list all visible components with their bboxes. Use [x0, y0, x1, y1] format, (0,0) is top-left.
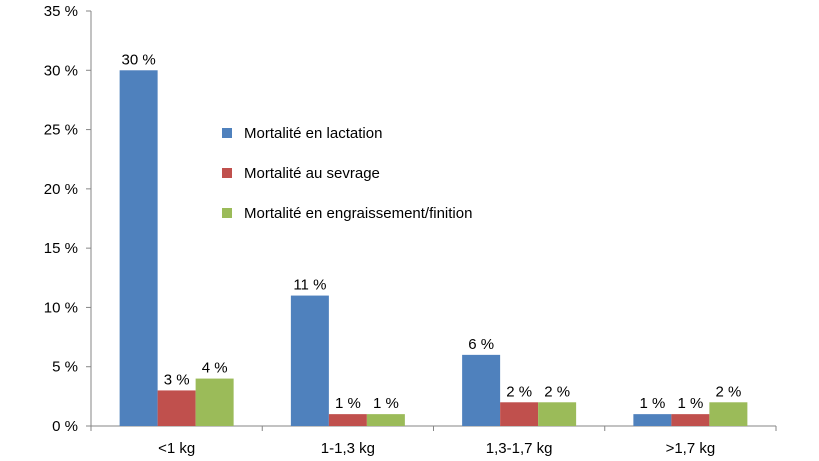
y-tick-label: 20 % — [44, 181, 78, 198]
data-label: 30 % — [122, 51, 156, 68]
data-label: 1 % — [335, 395, 361, 412]
bar-1-2 — [290, 295, 329, 426]
bars: 30 % 3 % 4 % 11 % 1 % 1 % 6 % 2 % 2 % 1 % 1 % 2 % — [119, 51, 748, 427]
bar-3-1 — [195, 378, 234, 426]
bar-1-1 — [119, 70, 158, 427]
data-label: 11 % — [293, 277, 326, 294]
bar-2-1 — [157, 390, 196, 426]
data-label: 2 % — [506, 383, 532, 400]
legend-label: Mortalité en lactation — [244, 125, 382, 142]
bar-2-3 — [500, 402, 539, 426]
data-label: 2 % — [544, 383, 570, 400]
bar-3-2 — [366, 414, 405, 426]
legend-swatch — [222, 208, 232, 218]
data-label: 1 % — [639, 395, 665, 412]
legend-swatch — [222, 168, 232, 178]
bar-3-3 — [538, 402, 577, 426]
data-label: 3 % — [164, 371, 190, 388]
data-label: 1 % — [677, 395, 703, 412]
bar-2-4 — [671, 414, 710, 426]
x-category-label: >1,7 kg — [666, 440, 716, 457]
y-tick-label: 35 % — [44, 3, 78, 20]
y-tick-label: 0 % — [52, 418, 78, 435]
bar-1-4 — [633, 414, 672, 426]
bar-1-3 — [462, 354, 501, 426]
data-label: 4 % — [202, 360, 228, 377]
y-tick-label: 25 % — [44, 122, 78, 139]
y-tick-label: 5 % — [52, 359, 78, 376]
bar-3-4 — [709, 402, 748, 426]
data-label: 1 % — [373, 395, 399, 412]
axes: 0 % 5 % 10 % 15 % 20 % 25 % 30 % 35 % <1 kg 1-1,3… — [44, 3, 777, 457]
legend-label: Mortalité en engraissement/finition — [244, 205, 472, 222]
data-label: 6 % — [468, 336, 494, 353]
y-tick-label: 10 % — [44, 299, 78, 316]
x-category-label: <1 kg — [158, 440, 195, 457]
legend: Mortalité en lactation Mortalité au sevra… — [222, 125, 472, 222]
y-tick-label: 30 % — [44, 62, 78, 79]
data-label: 2 % — [715, 383, 741, 400]
x-category-label: 1-1,3 kg — [321, 440, 375, 457]
legend-label: Mortalité au sevrage — [244, 165, 380, 182]
bar-2-2 — [328, 414, 367, 426]
y-tick-label: 15 % — [44, 240, 78, 257]
legend-swatch — [222, 128, 232, 138]
x-category-label: 1,3-1,7 kg — [486, 440, 553, 457]
